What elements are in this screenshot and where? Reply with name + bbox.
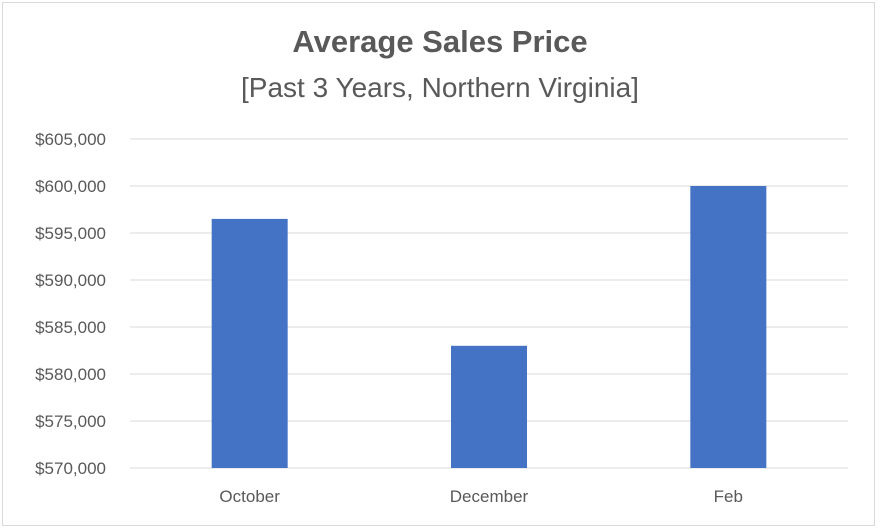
y-tick-label: $605,000 <box>35 130 106 149</box>
bar-october <box>211 218 288 468</box>
y-tick-label: $590,000 <box>35 271 106 290</box>
bar-feb <box>690 186 767 468</box>
y-tick-label: $580,000 <box>35 365 106 384</box>
chart-subtitle: [Past 3 Years, Northern Virginia] <box>241 72 639 103</box>
x-category-label: Feb <box>714 487 743 506</box>
y-tick-label: $570,000 <box>35 459 106 478</box>
bars <box>211 186 767 468</box>
y-axis-tick-labels: $570,000 $575,000 $580,000 $585,000 $590,000… <box>35 130 106 478</box>
bar-december <box>451 345 527 468</box>
y-tick-label: $575,000 <box>35 412 106 431</box>
x-category-label: October <box>219 487 280 506</box>
x-category-label: December <box>450 487 529 506</box>
y-tick-label: $595,000 <box>35 224 106 243</box>
y-tick-label: $600,000 <box>35 177 106 196</box>
y-tick-label: $585,000 <box>35 318 106 337</box>
chart-title: Average Sales Price <box>292 24 588 59</box>
x-axis-category-labels: October December Feb <box>219 487 743 506</box>
